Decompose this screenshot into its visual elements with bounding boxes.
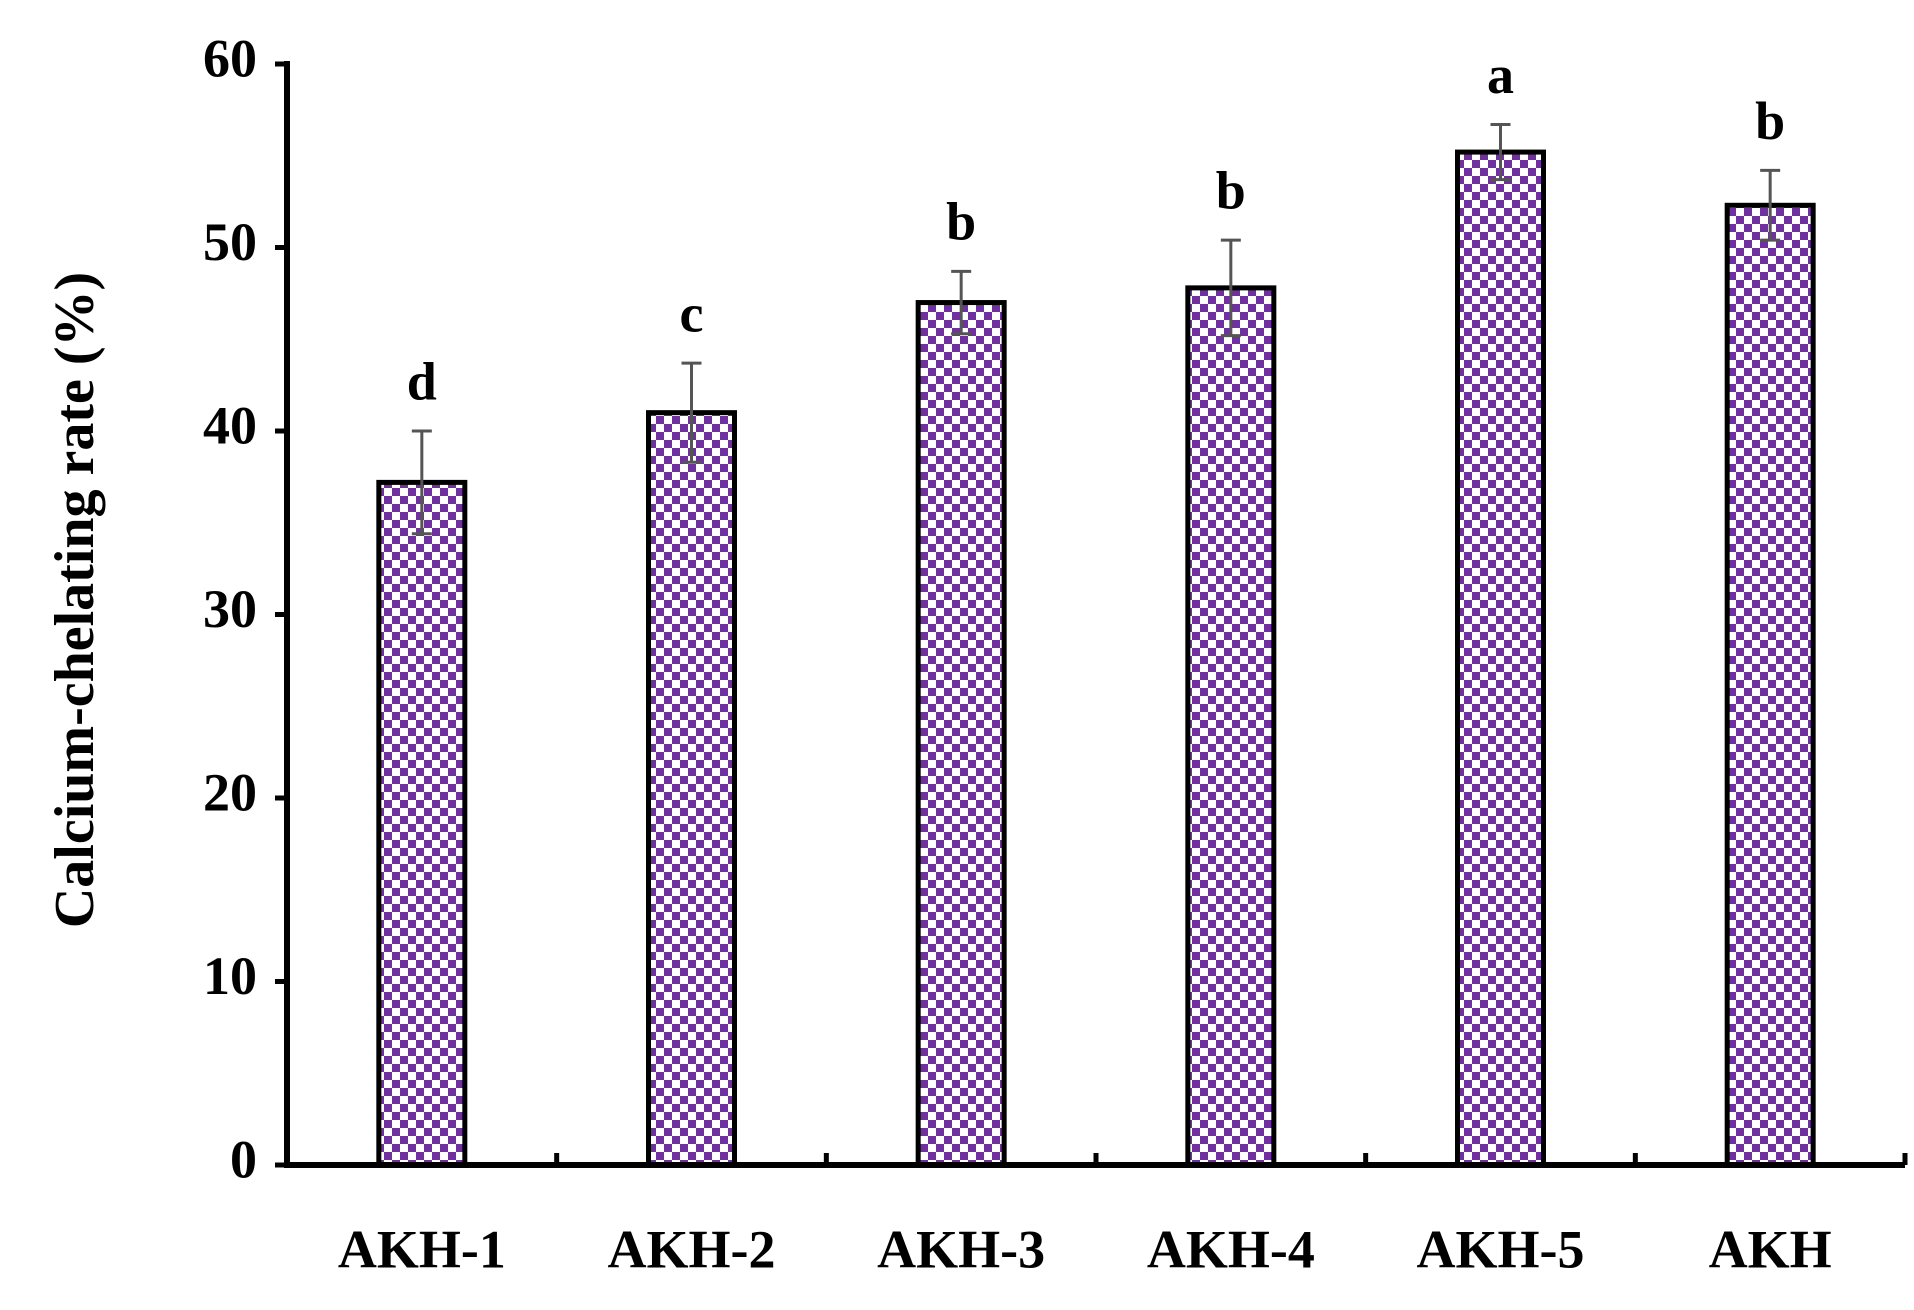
x-tick-label: AKH-5 <box>1417 1219 1585 1279</box>
significance-letter: d <box>407 351 437 411</box>
bar <box>1724 202 1816 1168</box>
error-bar <box>681 361 702 464</box>
y-tick-label: 60 <box>203 28 257 88</box>
y-tick-label: 30 <box>203 579 257 639</box>
y-axis-label: Calcium-chelating rate (%) <box>44 272 106 928</box>
x-tick-label: AKH <box>1709 1219 1832 1279</box>
significance-letter: b <box>946 192 976 252</box>
error-bar <box>951 269 972 336</box>
bar <box>915 300 1007 1168</box>
bar <box>1185 285 1277 1168</box>
significance-letter: a <box>1487 45 1514 105</box>
y-tick-label: 0 <box>230 1129 257 1189</box>
y-tick-label: 10 <box>203 946 257 1006</box>
significance-letter: c <box>680 283 704 343</box>
x-tick-label: AKH-2 <box>608 1219 776 1279</box>
significance-letter: b <box>1216 161 1246 221</box>
bar <box>1455 149 1546 1168</box>
x-tick-label: AKH-4 <box>1147 1219 1315 1279</box>
bar <box>376 479 468 1168</box>
x-tick-label: AKH-3 <box>877 1219 1045 1279</box>
error-bar <box>411 429 432 536</box>
significance-letter: b <box>1755 91 1785 151</box>
x-tick-label: AKH-1 <box>338 1219 506 1279</box>
y-tick-label: 20 <box>203 762 257 822</box>
error-bar <box>1760 168 1781 242</box>
bar <box>646 410 737 1168</box>
error-bar <box>1490 123 1511 182</box>
error-bar <box>1220 238 1241 338</box>
y-tick-label: 50 <box>203 212 257 272</box>
y-tick-label: 40 <box>203 395 257 455</box>
